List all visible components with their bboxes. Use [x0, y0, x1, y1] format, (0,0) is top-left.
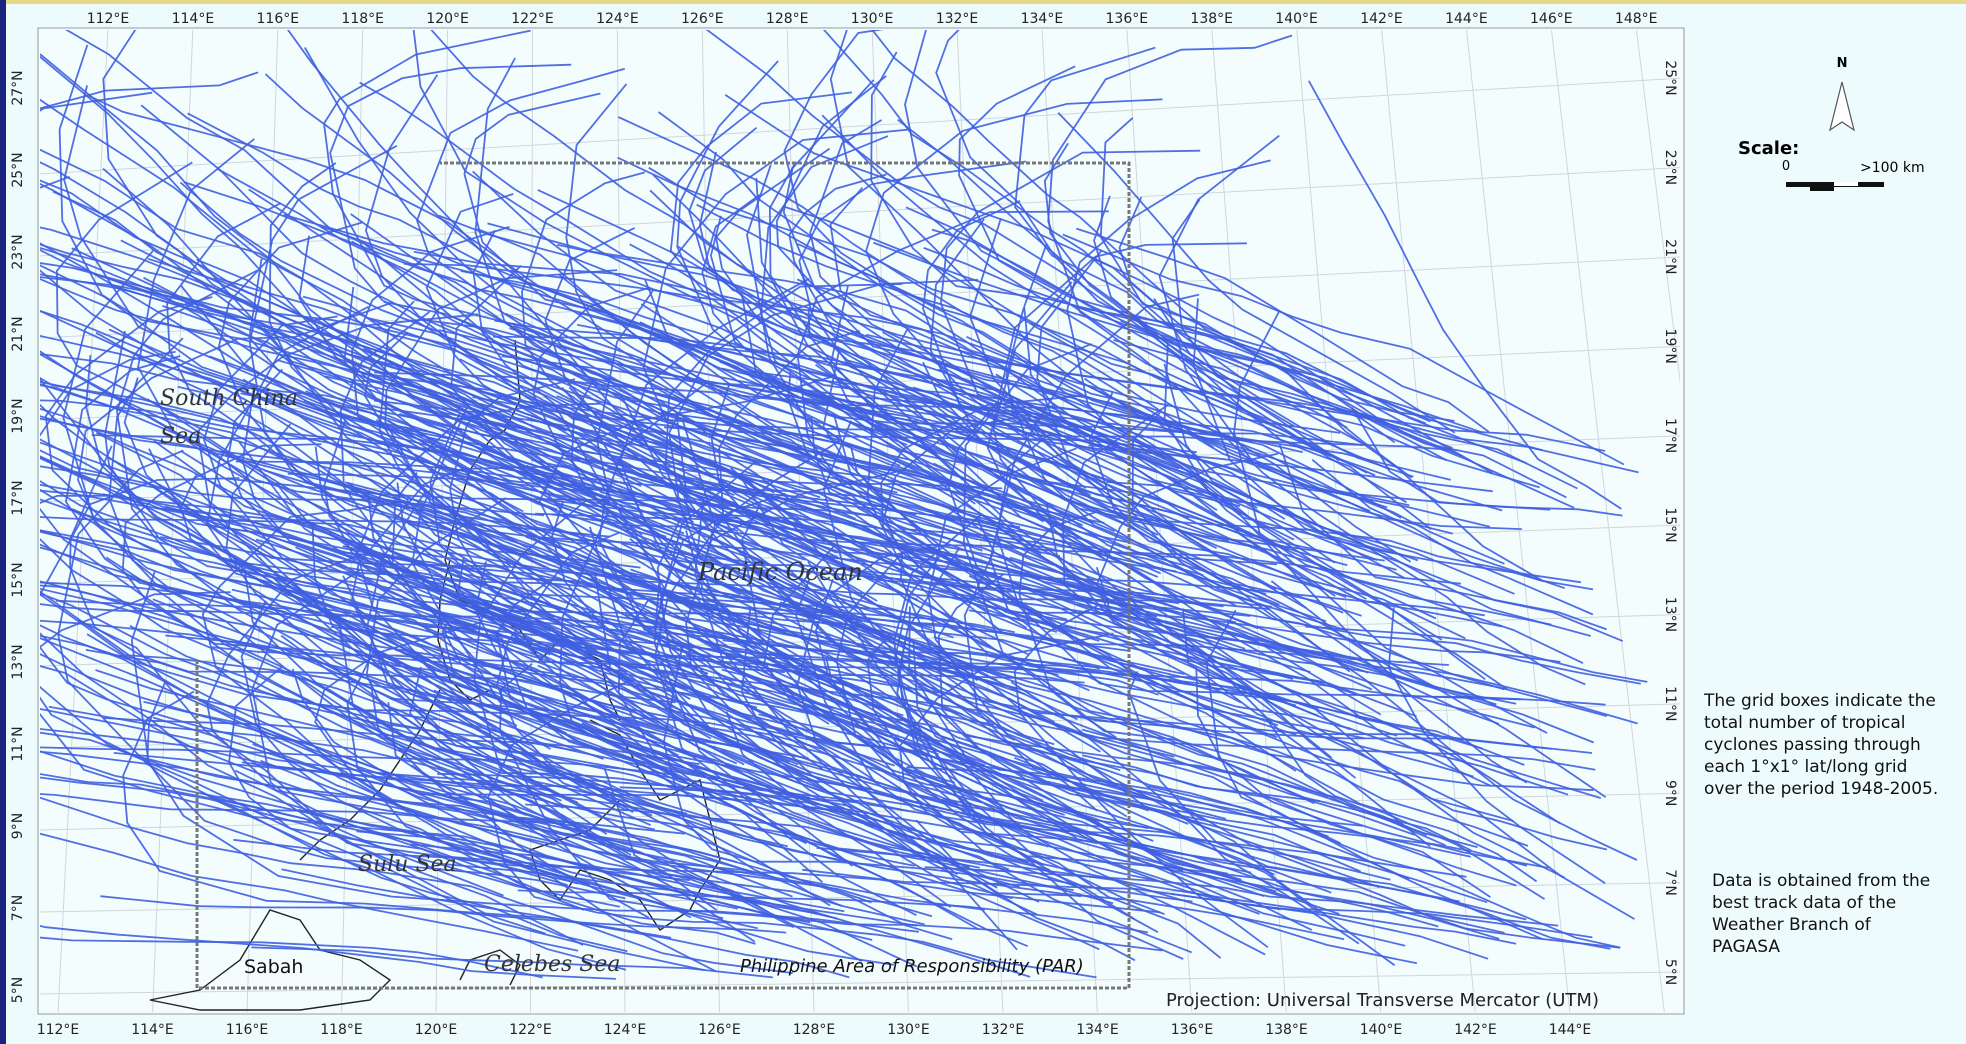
scale-bar-seg [1834, 182, 1858, 186]
right-lat-label: 11°N [1662, 686, 1678, 721]
top-lon-label: 126°E [681, 11, 724, 27]
place-label: Sabah [244, 956, 303, 978]
left-lat-label: 15°N [10, 562, 26, 597]
left-lat-label: 25°N [10, 152, 26, 187]
left-strip [0, 0, 6, 1044]
bottom-lon-label: 134°E [1076, 1022, 1119, 1038]
bottom-lon-label: 114°E [131, 1022, 174, 1038]
left-lat-label: 17°N [10, 480, 26, 515]
bottom-lon-label: 132°E [982, 1022, 1025, 1038]
top-lon-label: 120°E [426, 11, 469, 27]
projection-label: Projection: Universal Transverse Mercato… [1166, 990, 1599, 1011]
top-lon-label: 116°E [257, 11, 300, 27]
bottom-lon-label: 130°E [887, 1022, 930, 1038]
note-grid: The grid boxes indicate the total number… [1704, 690, 1949, 800]
bottom-lon-label: 138°E [1265, 1022, 1308, 1038]
bottom-lon-label: 122°E [509, 1022, 552, 1038]
top-lon-label: 144°E [1445, 11, 1488, 27]
right-lat-label: 23°N [1662, 150, 1678, 185]
note-source: Data is obtained from the best track dat… [1712, 870, 1942, 958]
top-lon-label: 130°E [851, 11, 894, 27]
bottom-lon-label: 128°E [793, 1022, 836, 1038]
right-lat-label: 21°N [1662, 239, 1678, 274]
left-lat-label: 11°N [10, 726, 26, 761]
top-lon-label: 112°E [87, 11, 130, 27]
top-lon-label: 140°E [1275, 11, 1318, 27]
top-lon-label: 148°E [1615, 11, 1658, 27]
map: 112°E 114°E 116°E 118°E 120°E 122°E 124°E 126°E… [0, 0, 1966, 1044]
place-label: Pacific Ocean [698, 558, 863, 586]
bottom-lon-label: 124°E [604, 1022, 647, 1038]
right-lat-label: 19°N [1662, 329, 1678, 364]
right-lat-label: 25°N [1662, 60, 1678, 95]
top-lon-label: 142°E [1360, 11, 1403, 27]
right-lat-label: 9°N [1662, 780, 1678, 806]
top-lon-label: 118°E [341, 11, 384, 27]
scale-start: 0 [1782, 159, 1790, 174]
left-lat-label: 9°N [10, 813, 26, 839]
right-lat-label: 7°N [1662, 869, 1678, 895]
bottom-lon-label: 142°E [1454, 1022, 1497, 1038]
top-lon-label: 134°E [1021, 11, 1064, 27]
right-lat-label: 5°N [1662, 959, 1678, 985]
left-lat-label: 23°N [10, 234, 26, 269]
top-lon-label: 138°E [1190, 11, 1233, 27]
north-label: N [1837, 56, 1848, 71]
left-lat-label: 5°N [10, 977, 26, 1003]
right-lat-label: 15°N [1662, 507, 1678, 542]
bottom-lon-label: 136°E [1171, 1022, 1214, 1038]
top-lon-label: 114°E [172, 11, 215, 27]
bottom-lon-label: 116°E [226, 1022, 269, 1038]
bottom-lon-label: 126°E [698, 1022, 741, 1038]
left-lat-label: 13°N [10, 644, 26, 679]
bottom-lon-label: 118°E [320, 1022, 363, 1038]
bottom-lon-label: 120°E [415, 1022, 458, 1038]
left-lat-label: 19°N [10, 398, 26, 433]
top-lon-label: 128°E [766, 11, 809, 27]
scale-end: >100 km [1860, 160, 1925, 176]
top-lon-label: 132°E [936, 11, 979, 27]
place-label: Sulu Sea [358, 852, 457, 877]
left-lat-label: 27°N [10, 70, 26, 105]
scale-bar-seg [1810, 187, 1834, 191]
page: 112°E 114°E 116°E 118°E 120°E 122°E 124°E 126°E… [0, 0, 1966, 1044]
bottom-lon-label: 112°E [37, 1022, 80, 1038]
left-lat-label: 21°N [10, 316, 26, 351]
right-lat-label: 17°N [1662, 418, 1678, 453]
scale-title: Scale: [1738, 138, 1799, 159]
place-label: South China Sea [160, 380, 310, 456]
top-lon-label: 136°E [1106, 11, 1149, 27]
top-strip [0, 0, 1966, 4]
bottom-lon-label: 144°E [1549, 1022, 1592, 1038]
place-label: Celebes Sea [484, 952, 621, 977]
top-lon-label: 122°E [511, 11, 554, 27]
top-lon-label: 146°E [1530, 11, 1573, 27]
right-lat-label: 13°N [1662, 597, 1678, 632]
top-lon-label: 124°E [596, 11, 639, 27]
bottom-lon-label: 140°E [1360, 1022, 1403, 1038]
par-label: Philippine Area of Responsibility (PAR) [740, 956, 1084, 977]
left-lat-label: 7°N [10, 895, 26, 921]
